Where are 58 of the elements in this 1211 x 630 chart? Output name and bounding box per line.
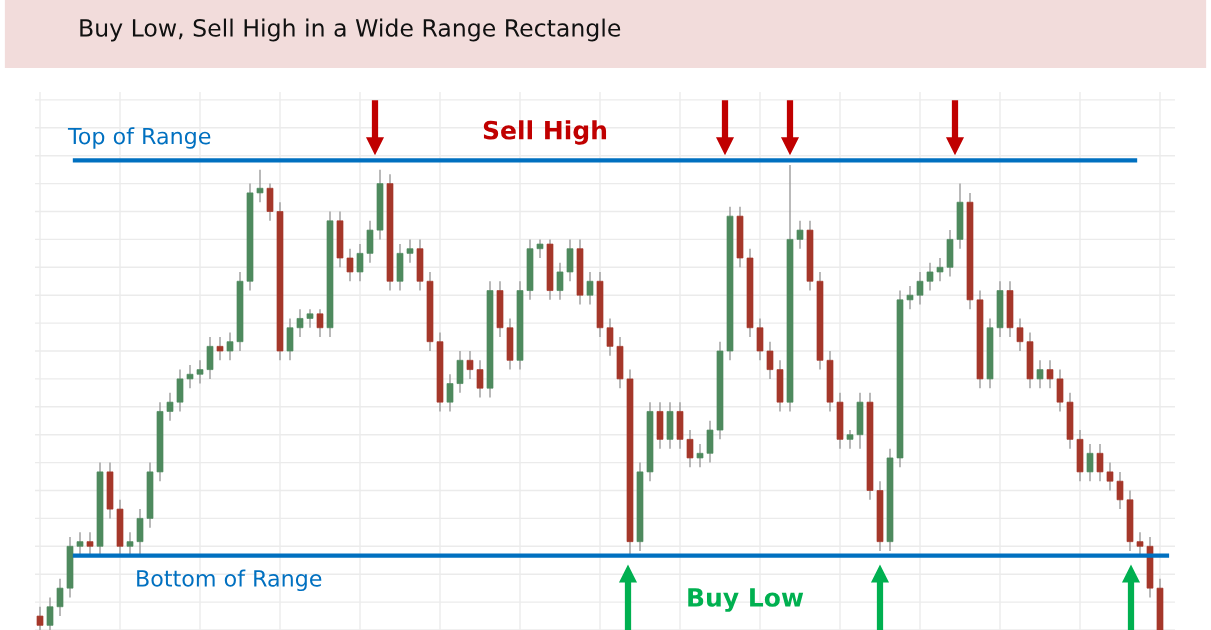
candlestick [296,308,304,338]
candlestick [756,317,764,361]
candlestick [686,429,694,468]
candlestick [1136,531,1144,557]
text: Sell High [483,120,607,145]
candlestick [456,350,464,394]
candlestick [266,182,274,222]
candlestick [536,238,544,259]
candlestick [316,308,324,338]
candlestick [286,317,294,361]
candlestick [86,531,94,557]
candlestick [916,271,924,306]
candlestick [176,368,184,413]
candlestick [1046,359,1054,389]
candlestick [36,606,44,630]
candlestick [1036,359,1044,389]
candlestick [796,220,804,250]
candlestick [1096,443,1104,482]
candlestick [936,257,944,282]
candlestick [356,243,364,282]
candlestick [906,285,914,310]
candlestick [1086,443,1094,482]
candlestick [926,261,934,292]
chart-title: Buy Low, Sell High in a Wide Range Rectangle [80,18,621,42]
candlestick [196,359,204,385]
candlestick [46,596,54,630]
candlestick [206,336,214,380]
candlestick [1116,471,1124,510]
ref-line-label: Bottom of Range [137,569,322,592]
candlestick [1056,368,1064,413]
candlestick [706,420,714,464]
candlestick [406,238,414,264]
candlestick [126,531,134,557]
candlestick [366,220,374,264]
candlestick [76,531,84,557]
candlestick [556,261,564,301]
candlestick [766,341,774,380]
candlestick [566,238,574,282]
annotation: Buy Low [688,588,804,612]
candlestick [346,248,354,282]
candlestick [136,508,144,557]
candlestick [186,364,194,389]
candlestick [56,578,64,617]
candlestick [166,392,174,422]
candlestick [306,308,314,329]
candlestick [586,271,594,306]
candlestick [1106,461,1114,492]
candlestick [256,168,264,203]
candlestick [226,331,234,361]
candlestick [446,373,454,413]
candlestick [476,359,484,399]
candlestick [846,429,854,450]
candlestick [466,350,474,380]
ref-line-label: Top of Range [67,127,211,149]
candlestick [696,443,704,468]
candlestick [606,317,614,357]
candlestick [1016,317,1024,352]
candlestick [216,336,224,361]
